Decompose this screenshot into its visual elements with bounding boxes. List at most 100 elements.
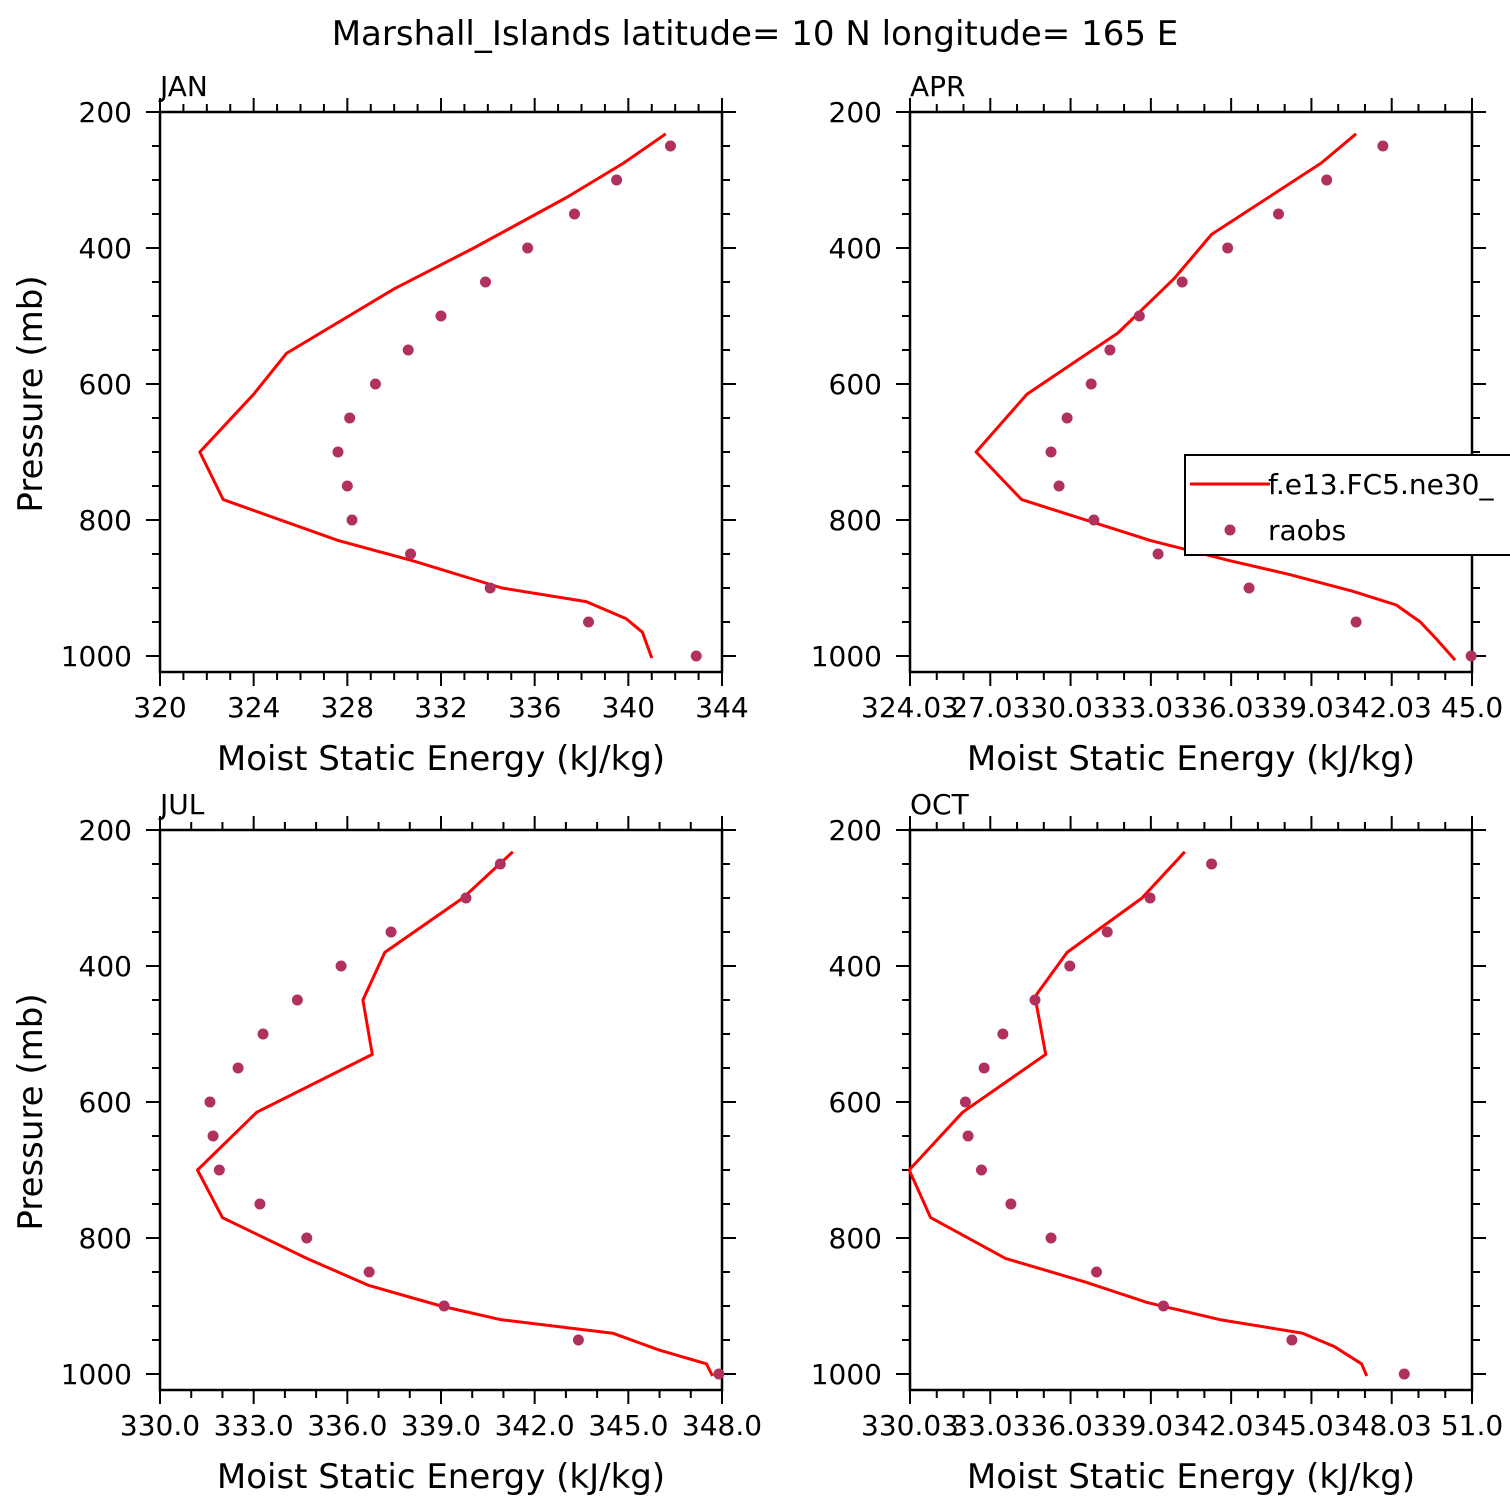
panel-title: JUL xyxy=(158,788,205,821)
y-tick-label: 400 xyxy=(79,232,132,265)
y-tick-label: 600 xyxy=(79,1086,132,1119)
x-axis-label: Moist Static Energy (kJ/kg) xyxy=(967,739,1415,779)
y-axis-label: Pressure (mb) xyxy=(11,993,51,1230)
raobs-point xyxy=(1104,344,1116,356)
raobs-point xyxy=(207,1130,219,1142)
raobs-point xyxy=(301,1232,313,1244)
y-tick-label: 800 xyxy=(829,1222,882,1255)
raobs-point xyxy=(291,994,303,1006)
y-tick-label: 600 xyxy=(79,368,132,401)
x-tick-label: 42.03 xyxy=(1191,1409,1271,1442)
y-tick-label: 200 xyxy=(79,814,132,847)
raobs-point xyxy=(1286,1334,1298,1346)
y-tick-label: 1000 xyxy=(61,640,132,673)
y-tick-label: 800 xyxy=(79,504,132,537)
raobs-point xyxy=(1152,548,1164,560)
legend: f.e13.FC5.ne30_raobs xyxy=(1184,454,1510,556)
raobs-point xyxy=(257,1028,269,1040)
raobs-point xyxy=(997,1028,1009,1040)
raobs-point xyxy=(484,582,496,594)
x-tick-label: 339.0 xyxy=(401,1409,481,1442)
raobs-point xyxy=(1045,446,1057,458)
x-tick-label: 42.03 xyxy=(1352,691,1432,724)
raobs-point xyxy=(1321,174,1333,186)
x-tick-label: 51.0 xyxy=(1441,1409,1503,1442)
raobs-point xyxy=(1398,1368,1410,1380)
model-profile-line xyxy=(907,850,1369,1377)
raobs-point xyxy=(1053,480,1065,492)
raobs-point xyxy=(1465,650,1477,662)
raobs-point xyxy=(1005,1198,1017,1210)
raobs-point xyxy=(1029,994,1041,1006)
y-axis-label: Pressure (mb) xyxy=(11,275,51,512)
legend-box xyxy=(1184,454,1510,556)
raobs-point xyxy=(978,1062,990,1074)
raobs-point xyxy=(1144,892,1156,904)
raobs-point xyxy=(1243,582,1255,594)
raobs-point xyxy=(332,446,344,458)
raobs-point xyxy=(369,378,381,390)
y-tick-label: 400 xyxy=(79,950,132,983)
raobs-point xyxy=(572,1334,584,1346)
x-tick-label: 324 xyxy=(227,691,280,724)
x-tick-label: 328 xyxy=(321,691,374,724)
x-tick-label: 336.0 xyxy=(307,1409,387,1442)
panel-title: JAN xyxy=(158,70,208,103)
model-profile-line xyxy=(196,850,714,1377)
raobs-point xyxy=(959,1096,971,1108)
raobs-point xyxy=(1222,242,1234,254)
raobs-point xyxy=(254,1198,266,1210)
x-tick-label: 330.0 xyxy=(120,1409,200,1442)
legend-obs-swatch xyxy=(1224,524,1236,536)
x-tick-label: 39.03 xyxy=(1271,691,1351,724)
model-profile-line xyxy=(198,132,667,659)
x-tick-label: 30.03 xyxy=(1030,691,1110,724)
y-tick-label: 1000 xyxy=(61,1358,132,1391)
raobs-point xyxy=(1206,858,1218,870)
raobs-point xyxy=(213,1164,225,1176)
raobs-point xyxy=(204,1096,216,1108)
x-tick-label: 333.0 xyxy=(214,1409,294,1442)
x-tick-label: 33.03 xyxy=(950,1409,1030,1442)
raobs-point xyxy=(435,310,447,322)
x-tick-label: 332 xyxy=(414,691,467,724)
x-tick-label: 27.03 xyxy=(950,691,1030,724)
plot-frame xyxy=(908,110,1474,674)
x-tick-label: 344 xyxy=(695,691,748,724)
raobs-point xyxy=(664,140,676,152)
figure-title: Marshall_Islands latitude= 10 N longitud… xyxy=(332,14,1179,54)
raobs-point xyxy=(405,548,417,560)
y-tick-label: 1000 xyxy=(811,1358,882,1391)
y-tick-label: 800 xyxy=(79,1222,132,1255)
x-tick-label: 36.03 xyxy=(1191,691,1271,724)
raobs-point xyxy=(1377,140,1389,152)
raobs-point xyxy=(962,1130,974,1142)
raobs-point xyxy=(460,892,472,904)
x-tick-label: 320 xyxy=(133,691,186,724)
legend-model-label: f.e13.FC5.ne30_ xyxy=(1268,468,1494,501)
x-tick-label: 330.03 xyxy=(861,1409,959,1442)
raobs-point xyxy=(690,650,702,662)
raobs-point xyxy=(438,1300,450,1312)
raobs-point xyxy=(335,960,347,972)
plot-frame xyxy=(158,110,724,674)
raobs-point xyxy=(1273,208,1285,220)
raobs-point xyxy=(568,208,580,220)
raobs-point xyxy=(494,858,506,870)
raobs-point xyxy=(1091,1266,1103,1278)
raobs-point xyxy=(1064,960,1076,972)
x-tick-label: 39.03 xyxy=(1111,1409,1191,1442)
raobs-point xyxy=(232,1062,244,1074)
raobs-point xyxy=(1088,514,1100,526)
raobs-point xyxy=(1157,1300,1169,1312)
x-tick-label: 340 xyxy=(602,691,655,724)
x-tick-label: 348.0 xyxy=(682,1409,762,1442)
x-tick-label: 48.03 xyxy=(1352,1409,1432,1442)
raobs-point xyxy=(1085,378,1097,390)
x-tick-label: 345.0 xyxy=(588,1409,668,1442)
raobs-point xyxy=(1176,276,1188,288)
x-tick-label: 45.03 xyxy=(1271,1409,1351,1442)
